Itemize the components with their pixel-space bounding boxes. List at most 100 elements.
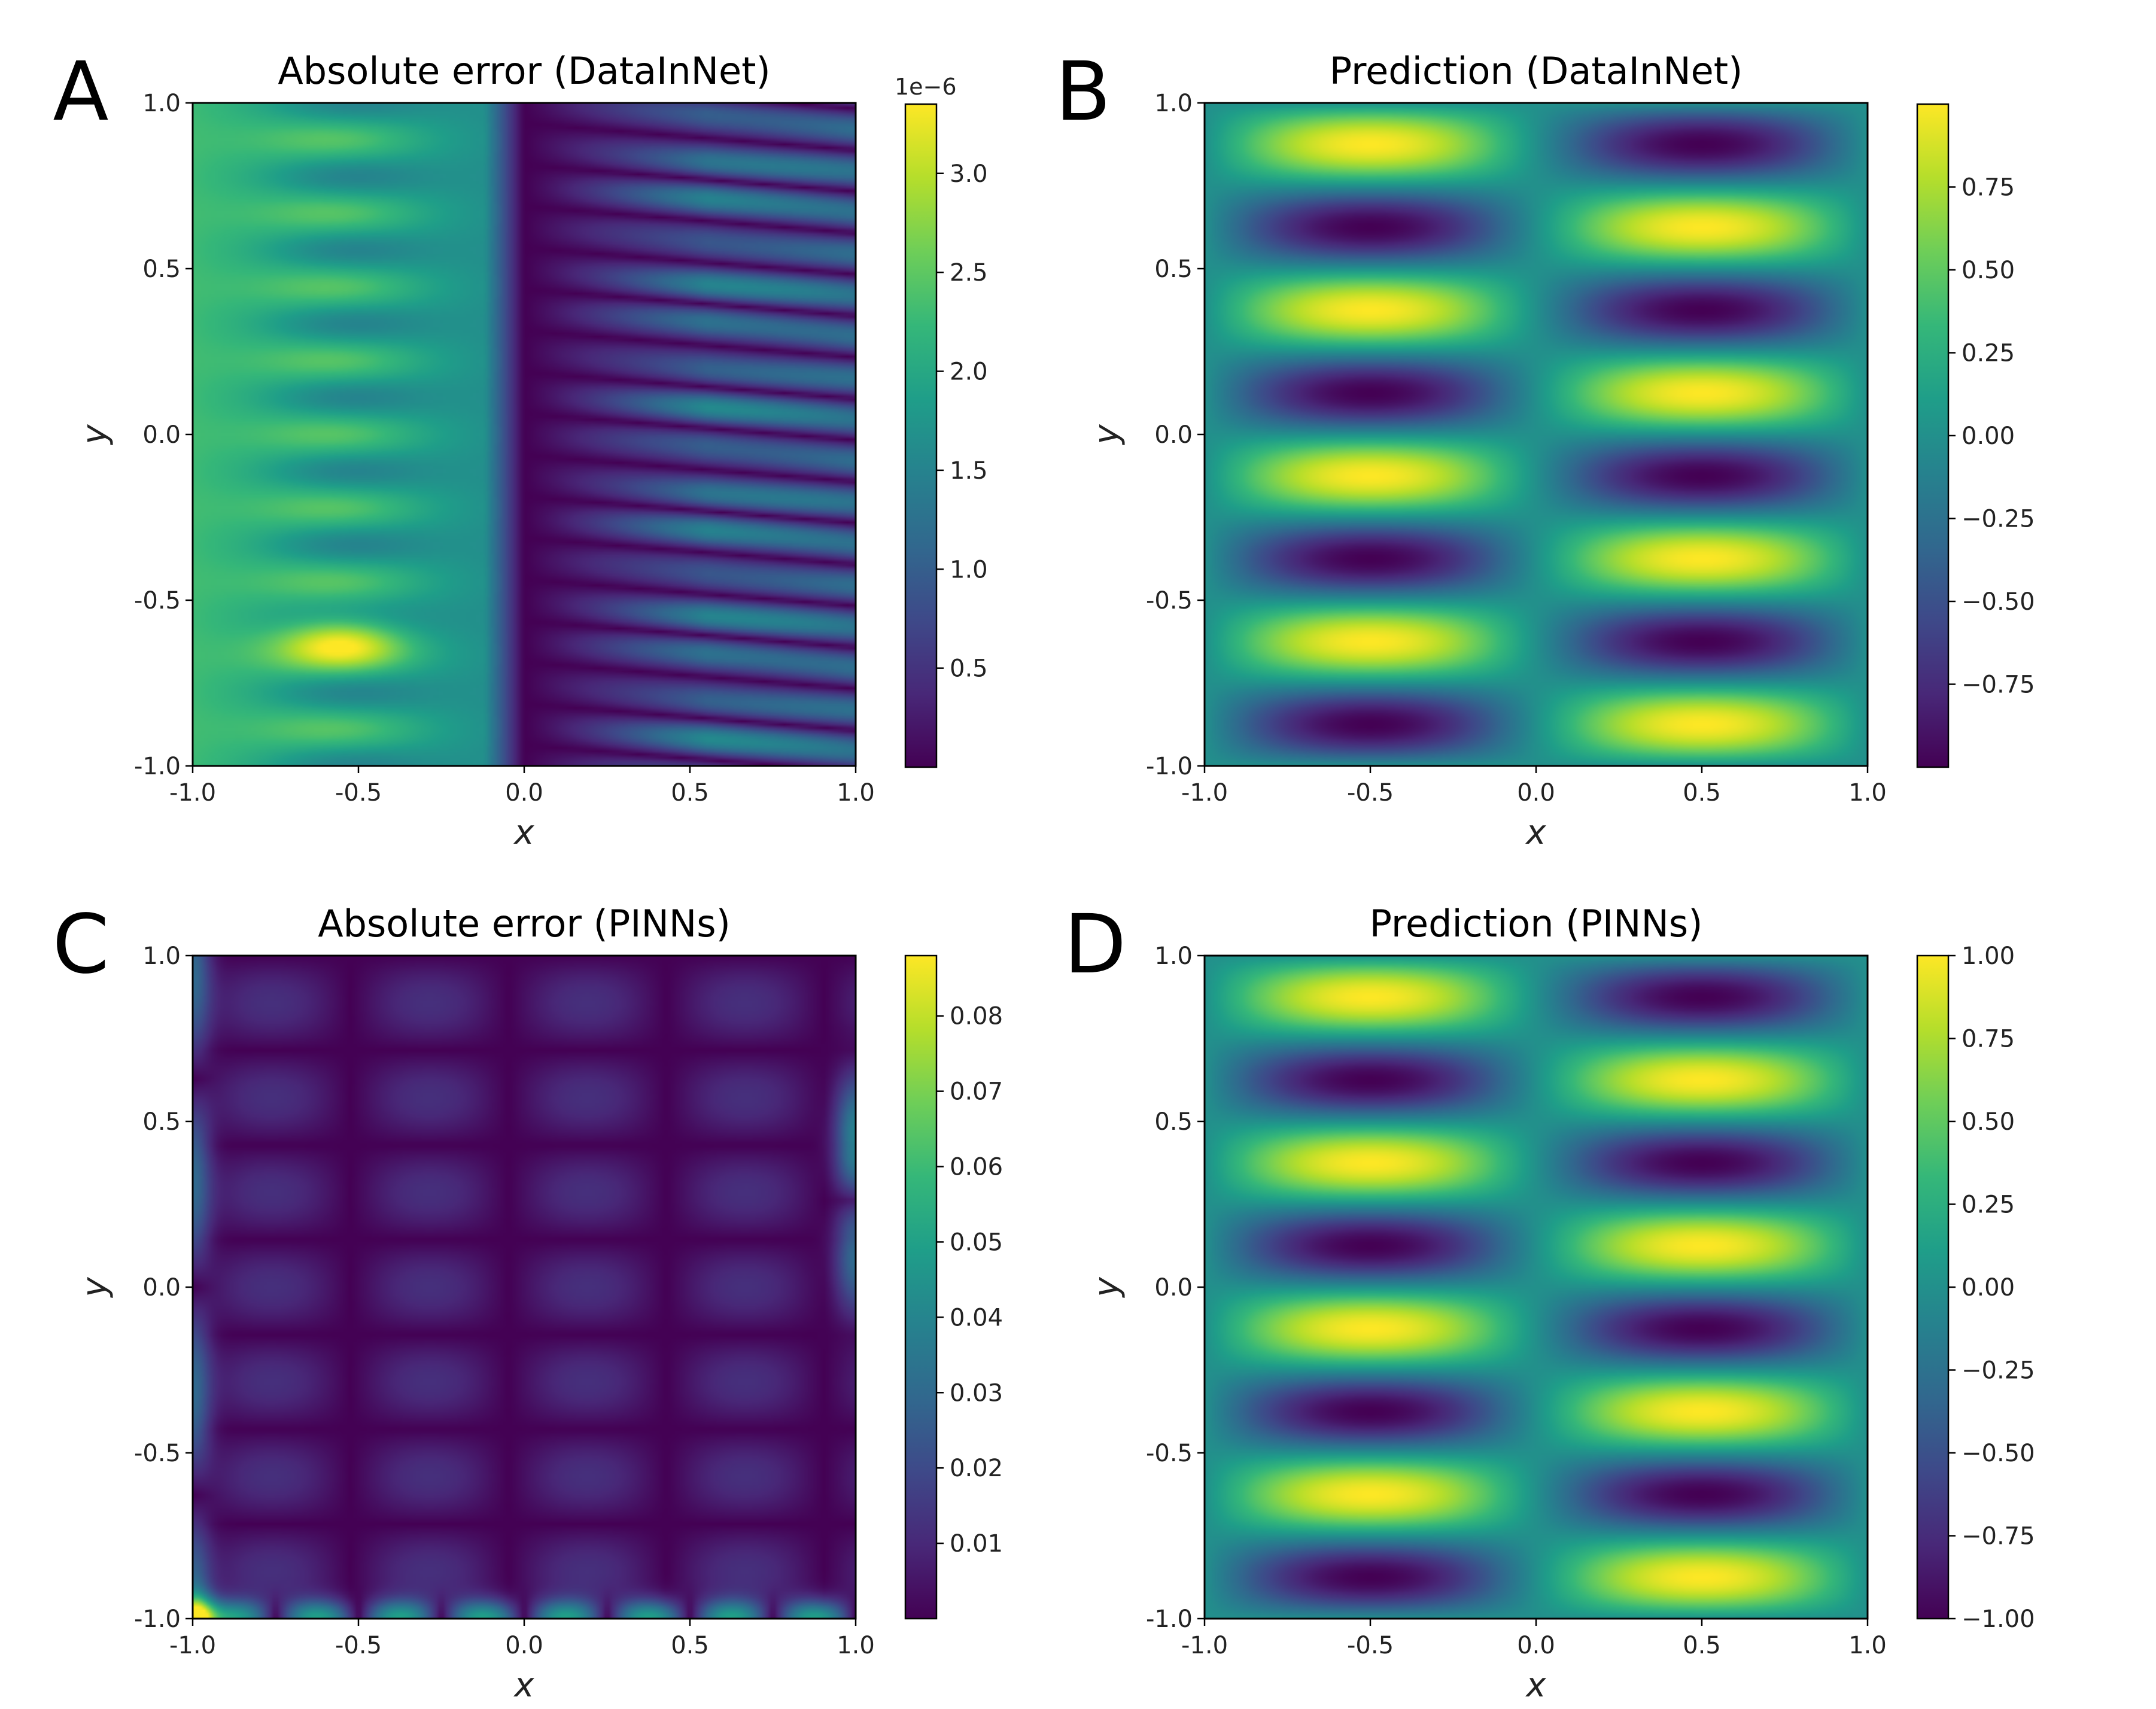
y-tick-label: 1.0 (1154, 942, 1193, 970)
y-tick-label: 0.0 (1154, 1274, 1193, 1301)
x-tick-label: -0.5 (335, 779, 382, 807)
colorbar-tick-label: 1.0 (950, 556, 988, 583)
x-tick-label: -1.0 (1181, 779, 1228, 807)
x-tick-label: -0.5 (1347, 779, 1394, 807)
y-tick-label: -1.0 (134, 1605, 181, 1633)
y-tick-label: -0.5 (134, 1440, 181, 1467)
x-axis-label: x (1525, 1666, 1546, 1705)
y-tick-label: 0.5 (142, 256, 181, 283)
colorbar-tick-label: 3.0 (950, 160, 988, 188)
x-tick-label: 0.0 (1517, 779, 1555, 807)
colorbar-tick-label: 0.25 (1962, 340, 2015, 367)
x-tick-label: 0.5 (1683, 779, 1721, 807)
x-tick-label: 0.5 (671, 779, 709, 807)
y-tick-label: 0.0 (1154, 421, 1193, 449)
y-tick-label: -1.0 (1146, 753, 1193, 780)
colorbar: −0.75 −0.50 −0.25 0.00 0.25 0.50 0.75 (1916, 103, 2035, 768)
x-tick-label: 1.0 (1848, 779, 1887, 807)
colorbar-tick-label: −0.50 (1962, 1440, 2035, 1467)
panel-title: Prediction (DataInNet) (1330, 49, 1743, 93)
y-tick-label: -1.0 (134, 753, 181, 780)
x-tick-label: 0.5 (1683, 1632, 1721, 1659)
panel-letter: A (53, 45, 108, 139)
colorbar-tick-label: −0.75 (1962, 671, 2035, 699)
x-tick-label: 1.0 (837, 1632, 875, 1659)
colorbar-frame (904, 954, 938, 1620)
x-tick-label: 1.0 (837, 779, 875, 807)
colorbar-tick-label: 0.06 (950, 1154, 1003, 1181)
x-tick-label: 0.0 (505, 779, 543, 807)
y-tick-label: -1.0 (1146, 1605, 1193, 1633)
x-tick-label: -0.5 (1347, 1632, 1394, 1659)
y-axis-label: y (75, 1277, 114, 1299)
colorbar-tick-label: 0.05 (950, 1228, 1003, 1256)
y-tick-label: 0.5 (1154, 1108, 1193, 1136)
panel-letter: D (1064, 898, 1127, 992)
colorbar-tick-label: 0.75 (1962, 1026, 2015, 1053)
x-tick-label: 1.0 (1848, 1632, 1887, 1659)
colorbar-tick-label: −0.50 (1962, 588, 2035, 616)
x-tick-label: -1.0 (169, 779, 216, 807)
heatmap (1205, 103, 1868, 766)
y-tick-label: 0.0 (142, 1274, 181, 1301)
x-tick-label: 0.0 (1517, 1632, 1555, 1659)
colorbar-tick-label: 0.5 (950, 655, 988, 683)
colorbar-tick-label: 0.00 (1962, 422, 2015, 450)
x-tick-label: 0.5 (671, 1632, 709, 1659)
heatmap (193, 956, 856, 1619)
colorbar-tick-label: 0.50 (1962, 257, 2015, 284)
colorbar-frame (904, 103, 938, 768)
colorbar-tick-label: 0.50 (1962, 1108, 2015, 1136)
y-axis-label: y (1087, 1277, 1126, 1299)
colorbar-tick-label: −1.00 (1962, 1605, 2035, 1633)
panel-b: B Prediction (DataInNet) -1.0 -0.5 0.0 0.5 1.0… (1055, 45, 2035, 852)
y-tick-label: 0.5 (1154, 256, 1193, 283)
y-tick-label: 1.0 (142, 942, 181, 970)
y-tick-label: -0.5 (134, 587, 181, 615)
colorbar-tick-label: 0.03 (950, 1379, 1003, 1407)
colorbar-tick-label: 0.25 (1962, 1191, 2015, 1219)
panel-a: A Absolute error (DataInNet) -1.0 -0.5 0.0 0.… (53, 45, 987, 852)
heatmap (1205, 956, 1868, 1619)
heatmap (193, 103, 856, 766)
x-tick-label: -0.5 (335, 1632, 382, 1659)
colorbar-gradient (1917, 104, 1948, 767)
colorbar-tick-label: −0.25 (1962, 506, 2035, 533)
colorbar-tick-label: 0.04 (950, 1304, 1003, 1331)
colorbar-tick-label: 1.00 (1962, 942, 2015, 970)
panel-title: Prediction (PINNs) (1370, 902, 1703, 945)
colorbar-offset-text: 1e−6 (895, 74, 957, 100)
colorbar-tick-label: −0.75 (1962, 1523, 2035, 1550)
x-axis-label: x (513, 1666, 534, 1705)
x-tick-label: -1.0 (169, 1632, 216, 1659)
x-axis-label: x (513, 813, 534, 852)
colorbar-tick-label: 0.08 (950, 1003, 1003, 1030)
colorbar-tick-label: 0.07 (950, 1078, 1003, 1106)
colorbar-gradient (1917, 956, 1948, 1619)
colorbar-gradient (905, 956, 936, 1619)
y-axis-label: y (75, 424, 114, 446)
x-tick-label: 0.0 (505, 1632, 543, 1659)
colorbar-gradient (905, 104, 936, 767)
panel-title: Absolute error (DataInNet) (278, 49, 770, 93)
colorbar-tick-label: −0.25 (1962, 1357, 2035, 1385)
panel-c: C Absolute error (PINNs) -1.0 -0.5 0.0 0.5 1.0… (53, 898, 1004, 1705)
panel-letter: C (53, 898, 110, 992)
y-tick-label: 0.5 (142, 1108, 181, 1136)
colorbar-tick-label: 0.00 (1962, 1274, 2015, 1301)
colorbar: −1.00 −0.75 −0.50 −0.25 0.00 0.25 0.50 0.75 1.00 (1916, 942, 2035, 1633)
y-tick-label: 1.0 (142, 90, 181, 117)
colorbar-tick-label: 0.75 (1962, 174, 2015, 202)
colorbar-tick-label: 2.5 (950, 259, 988, 287)
y-tick-label: -0.5 (1146, 587, 1193, 615)
panel-letter: B (1055, 45, 1111, 139)
colorbar-tick-label: 0.02 (950, 1455, 1003, 1482)
y-tick-label: 0.0 (142, 421, 181, 449)
panel-title: Absolute error (PINNs) (318, 902, 731, 945)
y-axis-label: y (1087, 424, 1126, 446)
x-tick-label: -1.0 (1181, 1632, 1228, 1659)
panel-d: D Prediction (PINNs) -1.0 -0.5 0.0 0.5 1.0 -1.0… (1064, 898, 2035, 1705)
colorbar-tick-label: 0.01 (950, 1530, 1003, 1558)
y-tick-label: -0.5 (1146, 1440, 1193, 1467)
